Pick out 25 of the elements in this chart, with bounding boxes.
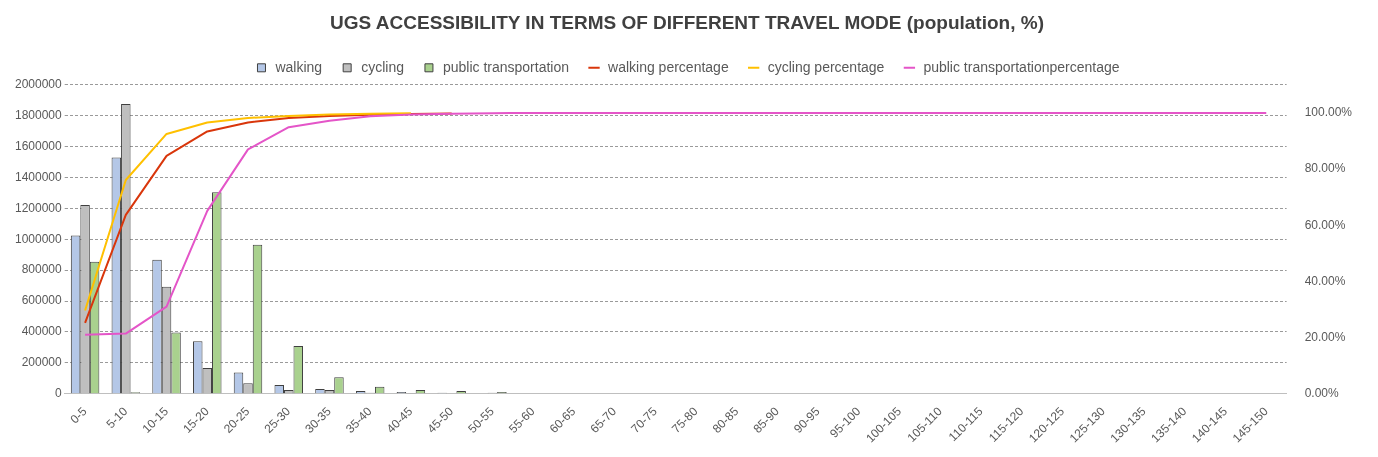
legend-label: walking	[274, 58, 323, 75]
y-tick-label: 1400000	[15, 169, 63, 184]
legend-label: cycling percentage	[767, 58, 885, 75]
legend-label: walking percentage	[607, 58, 729, 75]
y-tick-label: 600000	[21, 293, 63, 308]
y-tick-label: 0	[55, 385, 63, 400]
legend-label: cycling	[361, 58, 404, 75]
y-tick-label: 400000	[21, 324, 63, 339]
y-tick-label: 800000	[21, 262, 63, 277]
y2-tick-label: 60.00%	[1304, 217, 1346, 232]
chart-title: UGS ACCESSIBILITY IN TERMS OF DIFFERENT TRAVEL MODE (population, %)	[330, 11, 1044, 33]
y-tick-label: 1000000	[15, 231, 63, 246]
y2-tick-label: 100.00%	[1304, 105, 1353, 120]
x-tick-label: 0-5	[67, 404, 90, 427]
y-tick-label: 2000000	[15, 77, 63, 92]
legend-label: public transportation	[442, 58, 570, 75]
y-tick-label: 1800000	[15, 108, 63, 122]
legend-label: public transportationpercentage	[923, 58, 1120, 75]
y2-tick-label: 80.00%	[1304, 161, 1346, 176]
y2-tick-label: 20.00%	[1304, 329, 1346, 344]
y2-tick-label: 40.00%	[1304, 273, 1346, 288]
y2-tick-label: 0.00%	[1304, 385, 1339, 400]
y-tick-label: 1200000	[15, 200, 63, 215]
y-tick-label: 200000	[21, 355, 63, 370]
y-tick-label: 1600000	[15, 138, 63, 153]
